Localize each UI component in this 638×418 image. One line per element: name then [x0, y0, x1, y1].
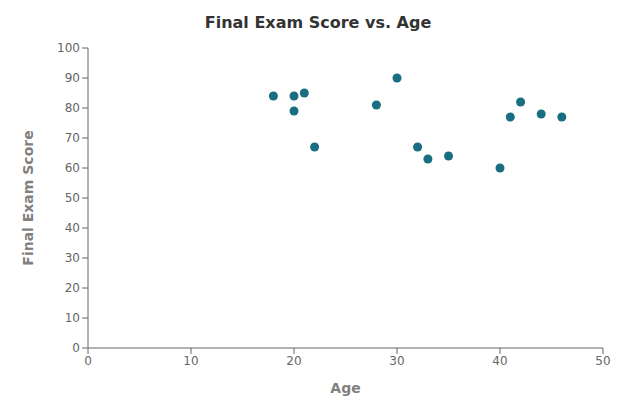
svg-text:90: 90 [65, 71, 80, 85]
svg-text:70: 70 [65, 131, 80, 145]
svg-text:Age: Age [330, 380, 360, 396]
svg-text:0: 0 [72, 341, 80, 355]
svg-text:50: 50 [595, 354, 610, 368]
svg-text:20: 20 [286, 354, 301, 368]
svg-text:10: 10 [65, 311, 80, 325]
svg-text:50: 50 [65, 191, 80, 205]
svg-text:10: 10 [183, 354, 198, 368]
svg-text:0: 0 [84, 354, 92, 368]
svg-text:40: 40 [65, 221, 80, 235]
svg-text:Final Exam Score: Final Exam Score [20, 130, 36, 265]
svg-text:80: 80 [65, 101, 80, 115]
svg-text:60: 60 [65, 161, 80, 175]
svg-text:20: 20 [65, 281, 80, 295]
svg-text:40: 40 [492, 354, 507, 368]
svg-text:30: 30 [389, 354, 404, 368]
svg-text:30: 30 [65, 251, 80, 265]
svg-text:100: 100 [57, 41, 80, 55]
html-text:Final Exam Score vs. Age: Final Exam Score vs. Age [204, 13, 432, 32]
